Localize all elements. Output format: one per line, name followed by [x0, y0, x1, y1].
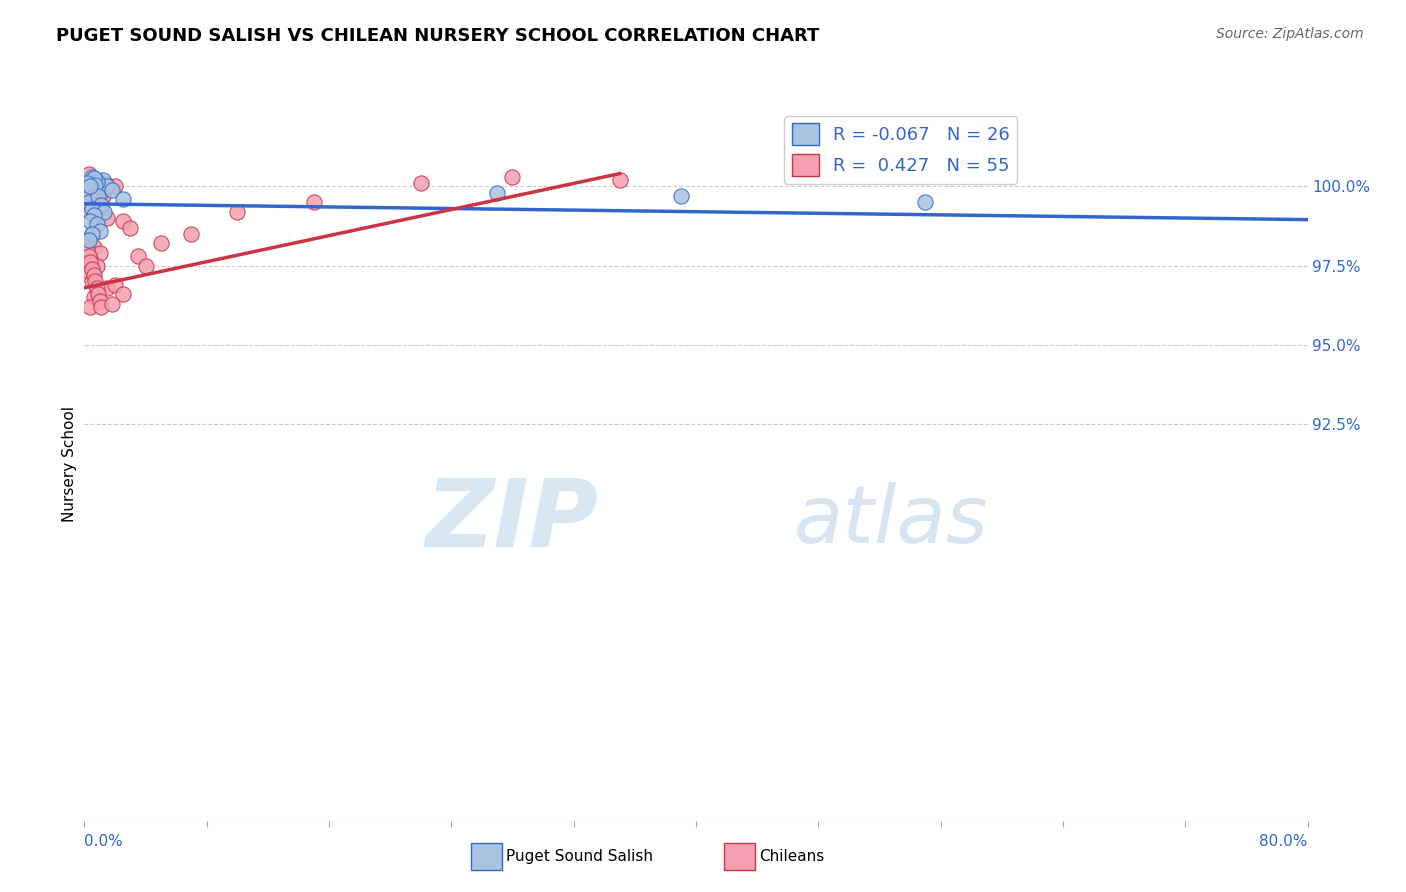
Point [501, 169, 523, 184]
Point [79, 255, 101, 269]
Point [101, 182, 124, 196]
Point [79, 300, 101, 314]
Point [669, 189, 692, 203]
Point [79, 186, 101, 200]
Point [90, 300, 112, 314]
Point [609, 173, 631, 187]
Point [111, 192, 134, 206]
Point [89, 224, 111, 238]
Point [101, 296, 124, 310]
Point [104, 277, 127, 292]
Point [96, 178, 118, 192]
Point [83, 176, 105, 190]
Point [486, 186, 509, 200]
Point [79, 204, 101, 219]
Point [226, 204, 249, 219]
Point [79, 186, 101, 200]
Point [89, 202, 111, 216]
Point [86, 173, 108, 187]
Point [180, 227, 202, 241]
Point [86, 259, 108, 273]
Point [80, 181, 103, 195]
Point [77, 265, 100, 279]
Point [104, 179, 127, 194]
Text: 0.0%: 0.0% [84, 834, 124, 849]
Point [80, 227, 103, 241]
Point [89, 246, 111, 260]
Point [914, 195, 936, 210]
Y-axis label: Nursery School: Nursery School [62, 406, 77, 522]
Point [84, 187, 107, 202]
Point [84, 275, 107, 289]
Point [89, 293, 111, 308]
Point [77, 233, 100, 247]
Point [86, 175, 108, 189]
Text: Puget Sound Salish: Puget Sound Salish [506, 849, 654, 863]
Point [302, 195, 325, 210]
Text: Chileans: Chileans [759, 849, 824, 863]
Point [83, 290, 105, 304]
Point [93, 204, 115, 219]
Point [79, 252, 101, 267]
Point [90, 175, 112, 189]
Point [77, 167, 100, 181]
Point [89, 176, 111, 190]
Point [149, 236, 172, 251]
Point [86, 281, 108, 295]
Point [84, 208, 107, 222]
Point [77, 195, 100, 210]
Point [90, 198, 112, 212]
Point [80, 275, 103, 289]
Point [77, 190, 100, 204]
Point [120, 220, 142, 235]
Point [111, 214, 134, 228]
Point [83, 239, 105, 253]
Text: 80.0%: 80.0% [1260, 834, 1308, 849]
Point [77, 249, 100, 263]
Point [96, 179, 118, 194]
Point [86, 198, 108, 212]
Point [127, 249, 149, 263]
Text: Source: ZipAtlas.com: Source: ZipAtlas.com [1216, 27, 1364, 41]
Point [76, 176, 98, 190]
Point [80, 169, 103, 184]
Point [91, 173, 114, 187]
Point [87, 182, 110, 196]
Point [87, 189, 110, 203]
Point [83, 268, 105, 282]
Point [80, 227, 103, 241]
Point [409, 176, 432, 190]
Text: ZIP: ZIP [425, 475, 598, 567]
Point [80, 195, 103, 210]
Point [80, 261, 103, 276]
Point [91, 189, 114, 203]
Point [83, 192, 105, 206]
Point [83, 171, 105, 186]
Point [87, 287, 110, 301]
Point [135, 259, 157, 273]
Point [84, 178, 107, 192]
Point [83, 208, 105, 222]
Point [96, 281, 118, 295]
Point [79, 179, 101, 194]
Text: atlas: atlas [794, 482, 988, 560]
Point [86, 218, 108, 232]
Text: PUGET SOUND SALISH VS CHILEAN NURSERY SCHOOL CORRELATION CHART: PUGET SOUND SALISH VS CHILEAN NURSERY SC… [56, 27, 820, 45]
Point [111, 287, 134, 301]
Point [96, 211, 118, 225]
Point [80, 202, 103, 216]
Point [93, 184, 115, 198]
Legend: R = -0.067   N = 26, R =  0.427   N = 55: R = -0.067 N = 26, R = 0.427 N = 55 [785, 116, 1017, 184]
Point [76, 243, 98, 257]
Point [79, 214, 101, 228]
Point [77, 233, 100, 247]
